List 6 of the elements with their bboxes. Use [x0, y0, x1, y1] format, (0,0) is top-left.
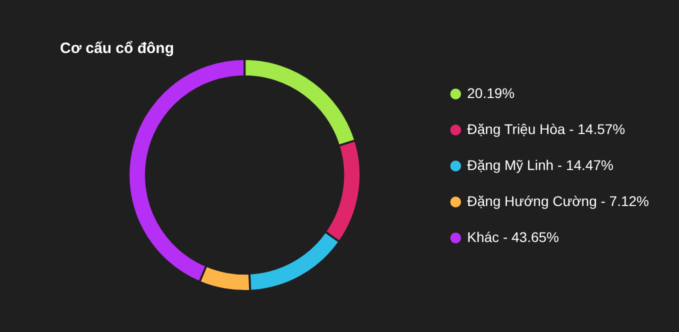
legend-label: Đặng Hướng Cường - 7.12% — [467, 192, 650, 209]
legend-label: Khác - 43.65% — [467, 228, 559, 245]
legend-label: Đặng Mỹ Linh - 14.47% — [467, 156, 614, 173]
chart-title: Cơ cấu cổ đông — [60, 40, 174, 58]
legend-label: Đặng Triệu Hòa - 14.57% — [467, 120, 626, 137]
legend-label: 20.19% — [467, 84, 515, 101]
